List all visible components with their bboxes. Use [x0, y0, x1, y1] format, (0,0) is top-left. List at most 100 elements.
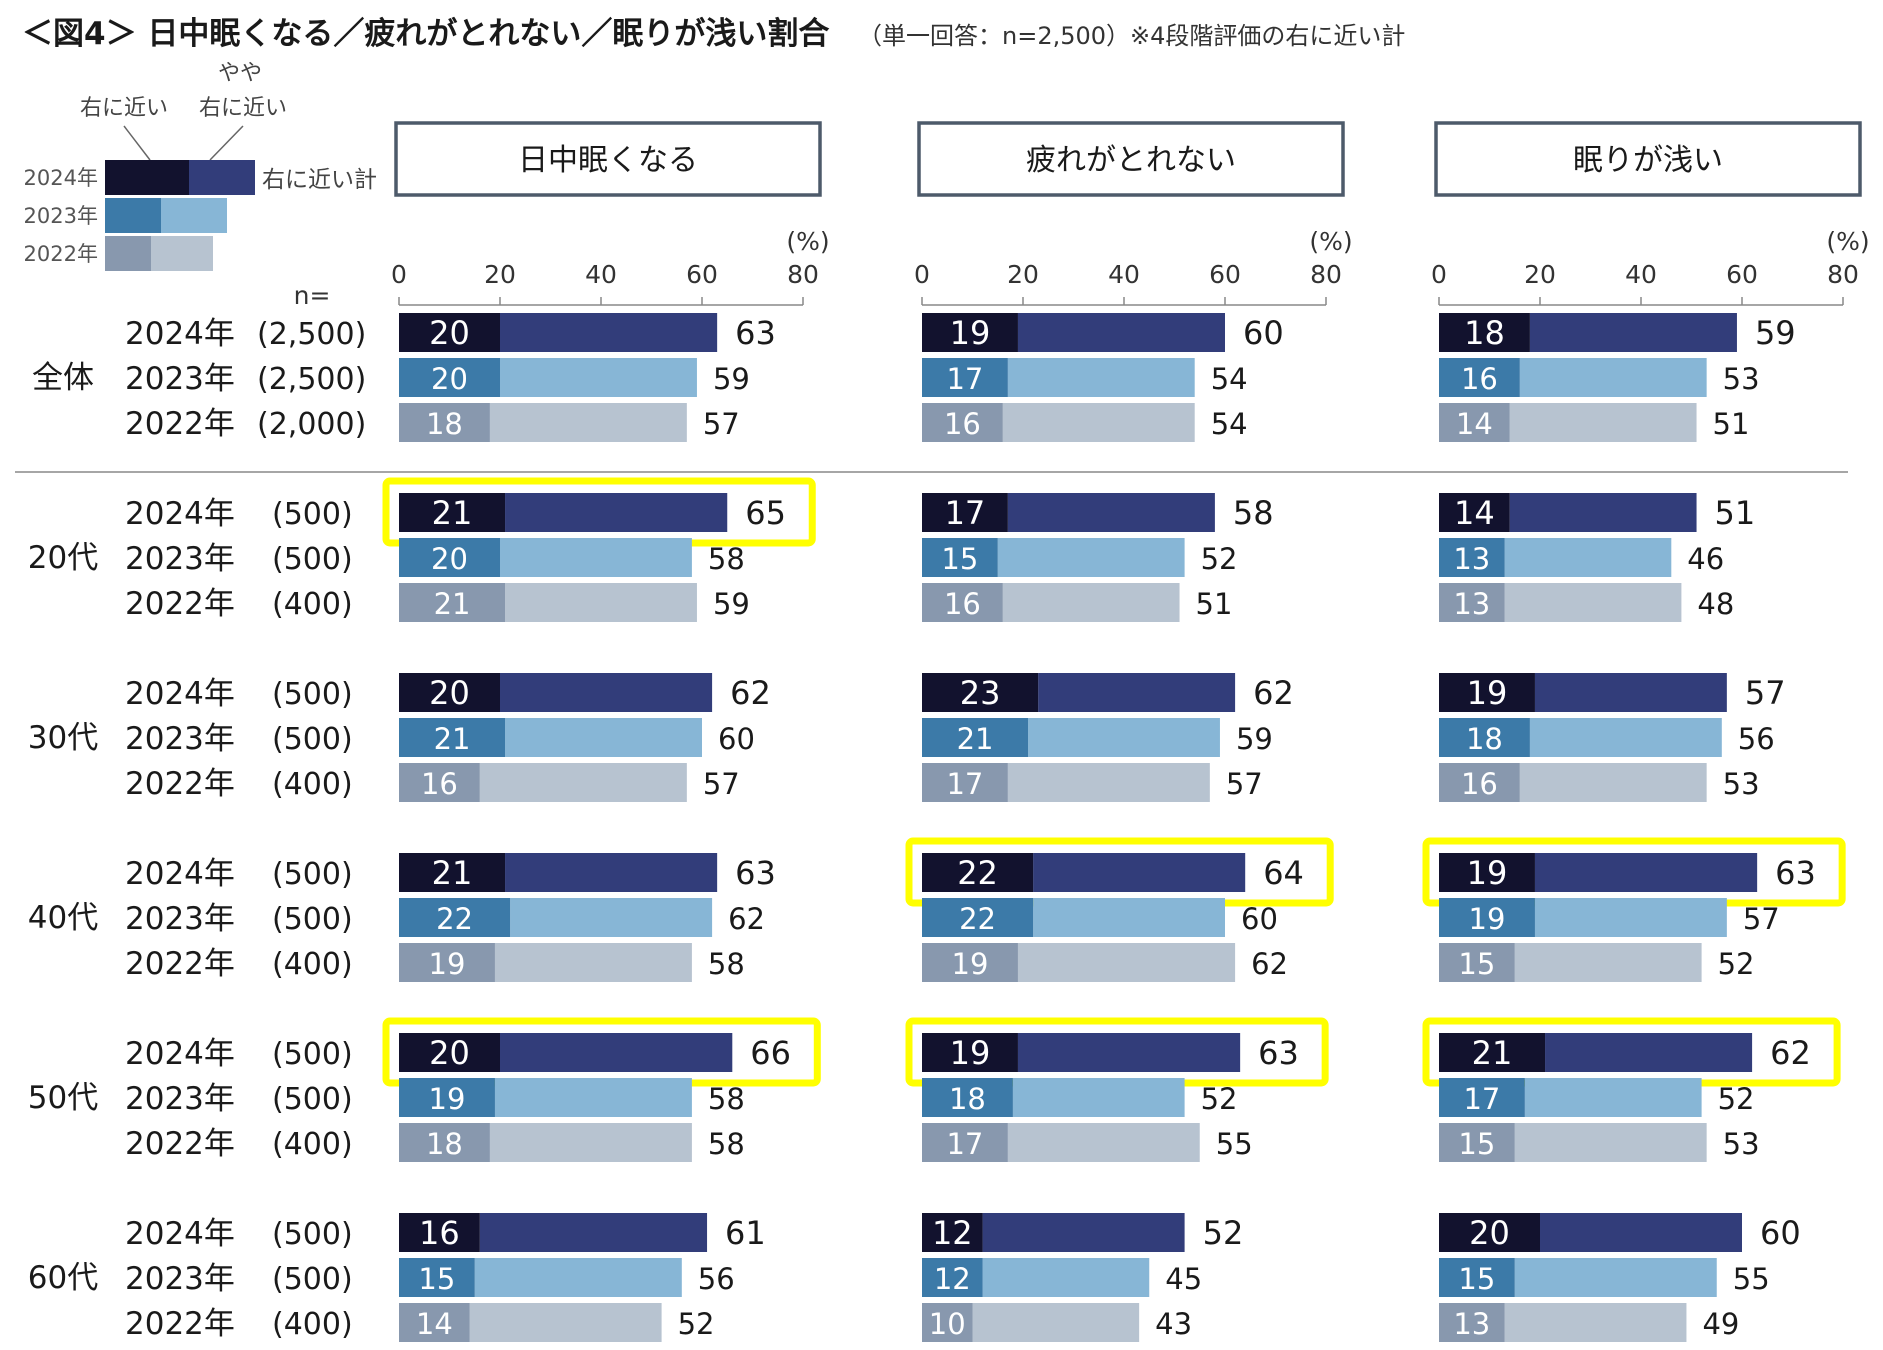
row-n-label: (500) — [272, 1217, 353, 1252]
bar-right-segment — [1439, 898, 1535, 937]
bar-somewhat-segment — [1514, 1258, 1717, 1297]
bar-right-value-label: 13 — [1453, 1307, 1490, 1341]
bar-somewhat-segment — [474, 1258, 682, 1297]
bar-somewhat-segment — [494, 943, 692, 982]
bar-somewhat-segment — [500, 1033, 733, 1072]
bar-right-value-label: 22 — [959, 902, 996, 936]
bar-somewhat-segment — [500, 358, 697, 397]
bar-total-value-label: 57 — [1743, 902, 1780, 936]
bar-total-value-label: 55 — [1216, 1127, 1253, 1161]
bar-right-segment — [399, 763, 480, 802]
bar-right-value-label: 16 — [421, 767, 458, 801]
bar-right-segment — [922, 493, 1008, 532]
bar-total-value-label: 52 — [678, 1307, 715, 1341]
bar-total-value-label: 63 — [735, 314, 776, 352]
row-n-label: (2,000) — [257, 407, 366, 442]
bar-right-segment — [1439, 358, 1520, 397]
bar-somewhat-segment — [997, 538, 1185, 577]
bar-somewhat-segment — [505, 718, 702, 757]
bar-right-value-label: 19 — [429, 1082, 466, 1116]
bar-right-value-label: 19 — [429, 947, 466, 981]
group-50代: 50代 2024年 (500) 20 66 19 63 21 62 2023年 (500) 19 58 1… — [28, 1017, 1841, 1162]
bar-right-value-label: 21 — [432, 494, 473, 532]
bar-row: 2022年 (2,000) 18 57 16 54 14 51 — [125, 403, 1749, 442]
bar-right-value-label: 20 — [1469, 1214, 1510, 1252]
bar-total-value-label: 51 — [1713, 407, 1750, 441]
row-n-label: (400) — [272, 767, 353, 802]
bar-total-value-label: 61 — [725, 1214, 766, 1252]
bar-somewhat-segment — [505, 493, 728, 532]
bar-somewhat-segment — [1504, 1303, 1687, 1342]
bar-total-value-label: 58 — [708, 542, 745, 576]
bar-somewhat-segment — [1002, 583, 1180, 622]
bar-right-segment — [922, 1033, 1018, 1072]
x-tick-label: 0 — [914, 260, 930, 289]
bar-somewhat-segment — [500, 313, 718, 352]
panel-title-box — [1434, 121, 1862, 197]
row-n-label: (400) — [272, 587, 353, 622]
bar-right-value-label: 13 — [1453, 542, 1490, 576]
bar-total-value-label: 49 — [1702, 1307, 1739, 1341]
bar-total-value-label: 48 — [1697, 587, 1734, 621]
bar-total-value-label: 58 — [708, 1082, 745, 1116]
row-year-label: 2024年 — [125, 1216, 235, 1252]
row-year-label: 2024年 — [125, 1036, 235, 1072]
bar-right-value-label: 12 — [932, 1214, 973, 1252]
bar-right-value-label: 21 — [434, 722, 471, 756]
bar-total-value-label: 59 — [1755, 314, 1796, 352]
bar-total-value-label: 45 — [1165, 1262, 1202, 1296]
bar-somewhat-segment — [1545, 1033, 1753, 1072]
bar-total-value-label: 56 — [698, 1262, 735, 1296]
bar-total-value-label: 62 — [730, 674, 771, 712]
row-year-label: 2022年 — [125, 586, 235, 622]
bar-somewhat-segment — [982, 1258, 1150, 1297]
bar-right-segment — [922, 358, 1008, 397]
bar-total-value-label: 51 — [1196, 587, 1233, 621]
legend-swatch-right-2024 — [105, 160, 189, 195]
bar-total-value-label: 52 — [1718, 947, 1755, 981]
bar-right-segment — [922, 1123, 1008, 1162]
bar-right-value-label: 21 — [434, 587, 471, 621]
bar-row: 2023年 (500) 20 58 15 52 13 46 — [125, 538, 1724, 577]
row-year-label: 2022年 — [125, 406, 235, 442]
bar-total-value-label: 51 — [1715, 494, 1756, 532]
bar-somewhat-segment — [1514, 1123, 1707, 1162]
bar-right-segment — [1439, 673, 1535, 712]
x-tick-label: 80 — [1310, 260, 1342, 289]
bar-right-value-label: 15 — [1458, 1127, 1495, 1161]
bar-right-segment — [399, 313, 500, 352]
group-label: 全体 — [32, 360, 94, 396]
bar-right-segment — [1439, 1078, 1525, 1117]
bar-total-value-label: 52 — [1203, 1214, 1244, 1252]
bar-right-segment — [399, 1303, 470, 1342]
group-label: 30代 — [28, 720, 98, 756]
bar-total-value-label: 65 — [745, 494, 786, 532]
bar-row: 2023年 (500) 19 58 18 52 17 52 — [125, 1078, 1755, 1117]
bar-somewhat-segment — [1012, 1078, 1185, 1117]
bar-somewhat-segment — [505, 853, 718, 892]
bar-right-value-label: 16 — [1461, 362, 1498, 396]
bar-row: 2022年 (400) 14 52 10 43 13 49 — [125, 1303, 1739, 1342]
bar-right-segment — [399, 718, 506, 757]
bar-right-value-label: 21 — [432, 854, 473, 892]
x-tick-label: 20 — [1007, 260, 1039, 289]
bar-right-segment — [1439, 1213, 1540, 1252]
bar-somewhat-segment — [1002, 403, 1195, 442]
bar-row: 2022年 (400) 16 57 17 57 16 53 — [125, 763, 1760, 802]
bar-somewhat-segment — [1540, 1213, 1742, 1252]
legend-year-label: 2023年 — [24, 204, 98, 228]
bar-right-segment — [399, 583, 506, 622]
bar-right-segment — [399, 493, 506, 532]
bar-right-segment — [922, 853, 1034, 892]
n-label: n= — [294, 281, 331, 310]
bar-somewhat-segment — [1534, 673, 1727, 712]
row-n-label: (500) — [272, 677, 353, 712]
bar-total-value-label: 54 — [1211, 362, 1248, 396]
bar-somewhat-segment — [479, 1213, 708, 1252]
bar-somewhat-segment — [1007, 1123, 1200, 1162]
bar-right-segment — [922, 1303, 973, 1342]
